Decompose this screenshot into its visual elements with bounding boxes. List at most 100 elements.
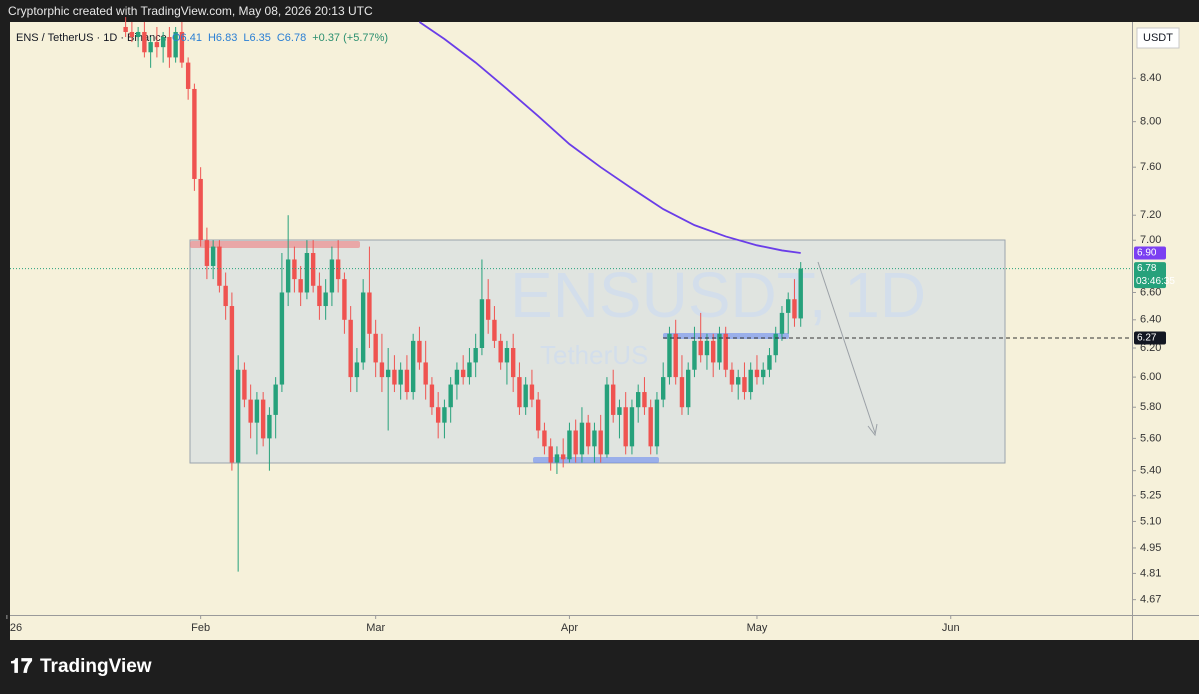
candle-body bbox=[623, 407, 628, 447]
candle-body bbox=[417, 340, 422, 363]
candle-body bbox=[704, 340, 710, 356]
candle-body bbox=[167, 37, 172, 58]
legend: O6.41 H6.83 L6.35 C6.78 +0.37 (+5.77%) bbox=[172, 32, 388, 44]
candle-body bbox=[329, 259, 335, 293]
candle-body bbox=[504, 347, 510, 363]
y-tick-label: 4.67 bbox=[1140, 594, 1161, 606]
candle-body bbox=[498, 340, 503, 363]
x-tick-label: Feb bbox=[191, 622, 210, 634]
candle-body bbox=[392, 369, 397, 385]
y-tick-label: 4.95 bbox=[1140, 542, 1161, 554]
candle-body bbox=[629, 407, 635, 447]
y-tick-label: 8.40 bbox=[1140, 72, 1161, 84]
candle-body bbox=[229, 306, 235, 463]
candle-body bbox=[610, 384, 616, 415]
range-box bbox=[189, 239, 1006, 464]
candle-body bbox=[754, 369, 760, 378]
candle-body bbox=[398, 369, 403, 385]
candle-body bbox=[429, 384, 435, 408]
candle-body bbox=[404, 369, 410, 393]
candle-body bbox=[454, 369, 460, 385]
candle-body bbox=[567, 430, 572, 460]
candle-body bbox=[279, 292, 285, 385]
candle-body bbox=[267, 414, 272, 439]
candle-body bbox=[317, 285, 322, 307]
header-title: Cryptorphic created with TradingView.com… bbox=[8, 4, 373, 18]
candle-body bbox=[654, 399, 660, 447]
candle-body bbox=[742, 377, 747, 393]
candle-body bbox=[273, 384, 278, 415]
x-tick-label: Mar bbox=[366, 622, 385, 634]
price-label-box bbox=[1134, 246, 1166, 260]
candle-body bbox=[254, 399, 260, 423]
candle-body bbox=[223, 285, 228, 307]
watermark: TetherUS bbox=[540, 340, 648, 370]
candle-body bbox=[304, 253, 310, 293]
y-tick-label: 6.40 bbox=[1140, 314, 1161, 326]
candle-body bbox=[679, 377, 685, 408]
candle-body bbox=[473, 347, 478, 363]
candle-body bbox=[135, 31, 141, 38]
y-tick-label: 8.00 bbox=[1140, 116, 1161, 128]
candle-body bbox=[385, 369, 391, 378]
candle-body bbox=[648, 407, 653, 447]
candle-body bbox=[598, 430, 603, 455]
price-label-box bbox=[1134, 262, 1166, 289]
price-label: 6.27 bbox=[1137, 333, 1157, 344]
x-tick-label: 26 bbox=[10, 622, 22, 634]
legend-value: L6.35 bbox=[243, 32, 271, 44]
candle-body bbox=[579, 422, 585, 455]
candle-body bbox=[123, 26, 128, 32]
candle-body bbox=[523, 384, 528, 408]
candle-body bbox=[604, 384, 610, 455]
currency: USDT bbox=[1143, 32, 1173, 44]
candle-body bbox=[129, 31, 135, 38]
y-tick-label: 5.10 bbox=[1140, 515, 1161, 527]
candle-body bbox=[448, 384, 453, 408]
legend-value: O6.41 bbox=[172, 32, 202, 44]
candle-body bbox=[204, 240, 210, 266]
candle-body bbox=[154, 42, 160, 48]
candle-body bbox=[310, 253, 316, 286]
brand: TradingView bbox=[40, 656, 152, 677]
candle-body bbox=[292, 259, 297, 280]
y-tick-label: 7.00 bbox=[1140, 234, 1161, 246]
candle-body bbox=[592, 430, 597, 447]
y-tick-label: 7.20 bbox=[1140, 209, 1161, 221]
candle-body bbox=[492, 319, 497, 341]
candle-body bbox=[192, 88, 197, 179]
price-label-box bbox=[1134, 331, 1166, 345]
candle-body bbox=[367, 292, 372, 334]
candle-body bbox=[185, 62, 191, 89]
candle-body bbox=[485, 299, 491, 320]
candle-body bbox=[217, 246, 222, 286]
candle-body bbox=[210, 246, 216, 266]
y-tick-label: 5.80 bbox=[1140, 401, 1161, 413]
price-axis bbox=[1133, 22, 1199, 615]
candle-body bbox=[285, 259, 291, 293]
candle-body bbox=[729, 369, 735, 385]
projection-arrow-head bbox=[867, 423, 878, 437]
x-tick-label: Apr bbox=[561, 622, 578, 634]
candle-body bbox=[698, 340, 703, 356]
x-tick-label: Jun bbox=[942, 622, 960, 634]
candle-body bbox=[242, 369, 247, 400]
countdown: 03:46:35 bbox=[1136, 276, 1175, 287]
candle-body bbox=[723, 333, 728, 370]
candle-body bbox=[348, 319, 353, 378]
candle-body bbox=[517, 377, 522, 408]
legend-value: +0.37 (+5.77%) bbox=[312, 32, 388, 44]
time-axis bbox=[10, 616, 1199, 640]
price-label: 6.90 bbox=[1137, 248, 1157, 259]
candle-body bbox=[479, 299, 485, 348]
legend-value: H6.83 bbox=[208, 32, 237, 44]
candle-body bbox=[560, 454, 566, 460]
symbol: ENS / TetherUS · 1D · Binance bbox=[16, 32, 167, 44]
candle-body bbox=[360, 292, 366, 363]
candle-body bbox=[410, 340, 416, 393]
candle-body bbox=[548, 446, 553, 463]
candle-body bbox=[460, 369, 466, 378]
candle-body bbox=[779, 312, 785, 334]
